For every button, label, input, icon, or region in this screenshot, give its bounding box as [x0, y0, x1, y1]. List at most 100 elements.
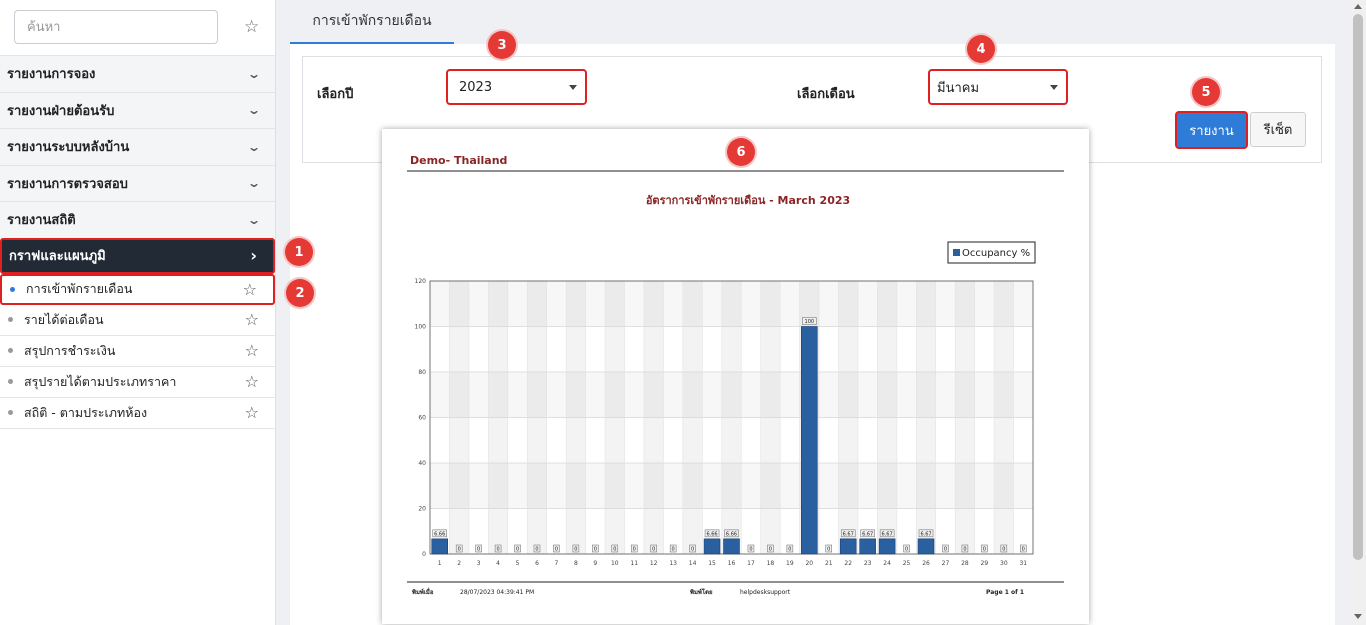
report-document: Demo- Thailand อัตราการเข้าพักรายเดือน -…: [382, 129, 1089, 624]
sidebar-section-graphs-charts[interactable]: กราฟและแผนภูมิ ›: [0, 237, 275, 274]
tab-bar: การเข้าพักรายเดือน: [290, 0, 1350, 45]
x-tick-label: 18: [767, 560, 775, 567]
data-label: 0: [983, 547, 986, 553]
data-label-box: [1000, 544, 1008, 553]
sidebar-item-payment-summary[interactable]: สรุปการชำระเงิน ☆: [0, 336, 275, 367]
bar: [723, 538, 740, 555]
legend-swatch: [953, 249, 960, 256]
scroll-up-icon[interactable]: [1354, 4, 1362, 9]
sidebar-section-statistics-reports[interactable]: รายงานสถิติ ⌄: [0, 201, 275, 238]
sidebar-section-back-office-reports[interactable]: รายงานระบบหลังบ้าน ⌄: [0, 128, 275, 165]
sidebar-item-monthly-revenue[interactable]: รายได้ต่อเดือน ☆: [0, 305, 275, 336]
data-label-box: [592, 544, 599, 553]
data-label: 0: [1022, 547, 1025, 553]
data-label-box: [455, 544, 463, 553]
reset-button[interactable]: รีเซ็ต: [1250, 112, 1306, 147]
tab-monthly-occupancy[interactable]: การเข้าพักรายเดือน: [290, 0, 454, 45]
sidebar-item-monthly-occupancy[interactable]: การเข้าพักรายเดือน ☆: [0, 273, 275, 305]
sidebar-item-stats-by-room-type[interactable]: สถิติ - ตามประเภทห้อง ☆: [0, 398, 275, 429]
footer-printed-on-value: 28/07/2023 04:39:41 PM: [460, 589, 534, 596]
star-icon[interactable]: ☆: [244, 403, 259, 422]
year-select[interactable]: 2023: [446, 69, 587, 105]
sidebar-section-label: กราฟและแผนภูมิ: [9, 249, 106, 264]
plot-band: [430, 372, 1033, 418]
star-icon[interactable]: ☆: [244, 17, 260, 37]
sidebar-section-label: รายงานสถิติ: [7, 213, 76, 229]
data-label: 6.66: [434, 531, 445, 537]
annotation-badge: 6: [727, 138, 755, 166]
data-label: 0: [944, 547, 947, 553]
data-label-box: [553, 544, 560, 553]
data-label-box: [767, 544, 774, 553]
data-label-box: [432, 529, 447, 538]
search-input[interactable]: [14, 10, 218, 44]
data-label-box: [514, 544, 521, 553]
star-icon[interactable]: ☆: [244, 310, 259, 329]
y-tick-label: 60: [418, 415, 426, 422]
x-tick-label: 12: [650, 560, 658, 567]
data-label-box: [786, 544, 794, 553]
annotation-badge: 5: [1192, 78, 1220, 106]
scrollbar-thumb[interactable]: [1353, 14, 1363, 560]
bar: [839, 538, 857, 555]
x-tick-label: 21: [825, 560, 833, 567]
bar: [859, 538, 876, 555]
caret-down-icon: [569, 84, 577, 90]
report-company: Demo- Thailand: [410, 154, 507, 167]
legend-label: Occupancy %: [962, 248, 1030, 259]
star-icon[interactable]: ☆: [244, 372, 259, 391]
chevron-right-icon: ›: [250, 246, 257, 265]
x-tick-label: 29: [981, 560, 989, 567]
x-tick-label: 30: [1000, 560, 1008, 567]
filter-box: เลือกปี 2023 เลือกเดือน มีนาคม: [302, 56, 1322, 163]
y-tick-label: 100: [415, 324, 427, 331]
x-tick-label: 22: [844, 560, 852, 567]
data-label: 0: [516, 547, 519, 553]
vertical-scrollbar[interactable]: [1350, 0, 1366, 625]
data-label-box: [802, 317, 817, 325]
data-label: 6.67: [862, 531, 873, 537]
x-tick-label: 6: [535, 560, 539, 567]
data-label: 0: [633, 547, 636, 553]
x-tick-label: 27: [942, 560, 950, 567]
x-tick-label: 14: [689, 560, 697, 567]
data-label: 0: [496, 547, 499, 553]
bullet-icon: [8, 379, 13, 384]
data-label: 0: [672, 547, 675, 553]
legend-box: [947, 241, 1036, 264]
x-tick-label: 2: [457, 560, 461, 567]
bar: [431, 538, 449, 555]
caret-down-icon: [1050, 84, 1058, 90]
sidebar-item-revenue-by-rate-type[interactable]: สรุปรายได้ตามประเภทราคา ☆: [0, 367, 275, 398]
month-label: เลือกเดือน: [797, 87, 855, 102]
data-label: 0: [613, 547, 616, 553]
y-tick-label: 120: [415, 278, 427, 285]
bar: [703, 538, 721, 555]
footer-printed-on-label: พิมพ์เมื่อ: [412, 587, 434, 596]
x-tick-label: 5: [516, 560, 520, 567]
month-select[interactable]: มีนาคม: [928, 69, 1068, 105]
y-tick-label: 80: [418, 369, 426, 376]
plot-band: [430, 281, 1033, 327]
sidebar-section-label: รายงานการจอง: [7, 67, 96, 83]
x-tick-label: 31: [1019, 560, 1027, 567]
sidebar-section-front-desk-reports[interactable]: รายงานฝ่ายต้อนรับ ⌄: [0, 91, 275, 128]
sidebar-section-audit-reports[interactable]: รายงานการตรวจสอบ ⌄: [0, 164, 275, 201]
x-tick-label: 8: [574, 560, 578, 567]
year-select-value: 2023: [459, 79, 493, 95]
data-label: 0: [574, 547, 577, 553]
bullet-icon: [8, 348, 13, 353]
star-icon[interactable]: ☆: [244, 341, 259, 360]
star-icon[interactable]: ☆: [242, 279, 257, 299]
footer-page: Page 1 of 1: [986, 589, 1024, 596]
data-label: 0: [477, 547, 480, 553]
sidebar-section-booking-reports[interactable]: รายงานการจอง ⌄: [0, 55, 275, 92]
x-tick-label: 23: [864, 560, 872, 567]
data-label-box: [1020, 544, 1027, 553]
scroll-down-icon[interactable]: [1354, 614, 1362, 619]
month-select-value: มีนาคม: [937, 80, 980, 96]
report-button[interactable]: รายงาน: [1175, 111, 1248, 149]
data-label: 0: [594, 547, 597, 553]
y-tick-label: 20: [418, 506, 426, 513]
x-tick-label: 7: [555, 560, 559, 567]
